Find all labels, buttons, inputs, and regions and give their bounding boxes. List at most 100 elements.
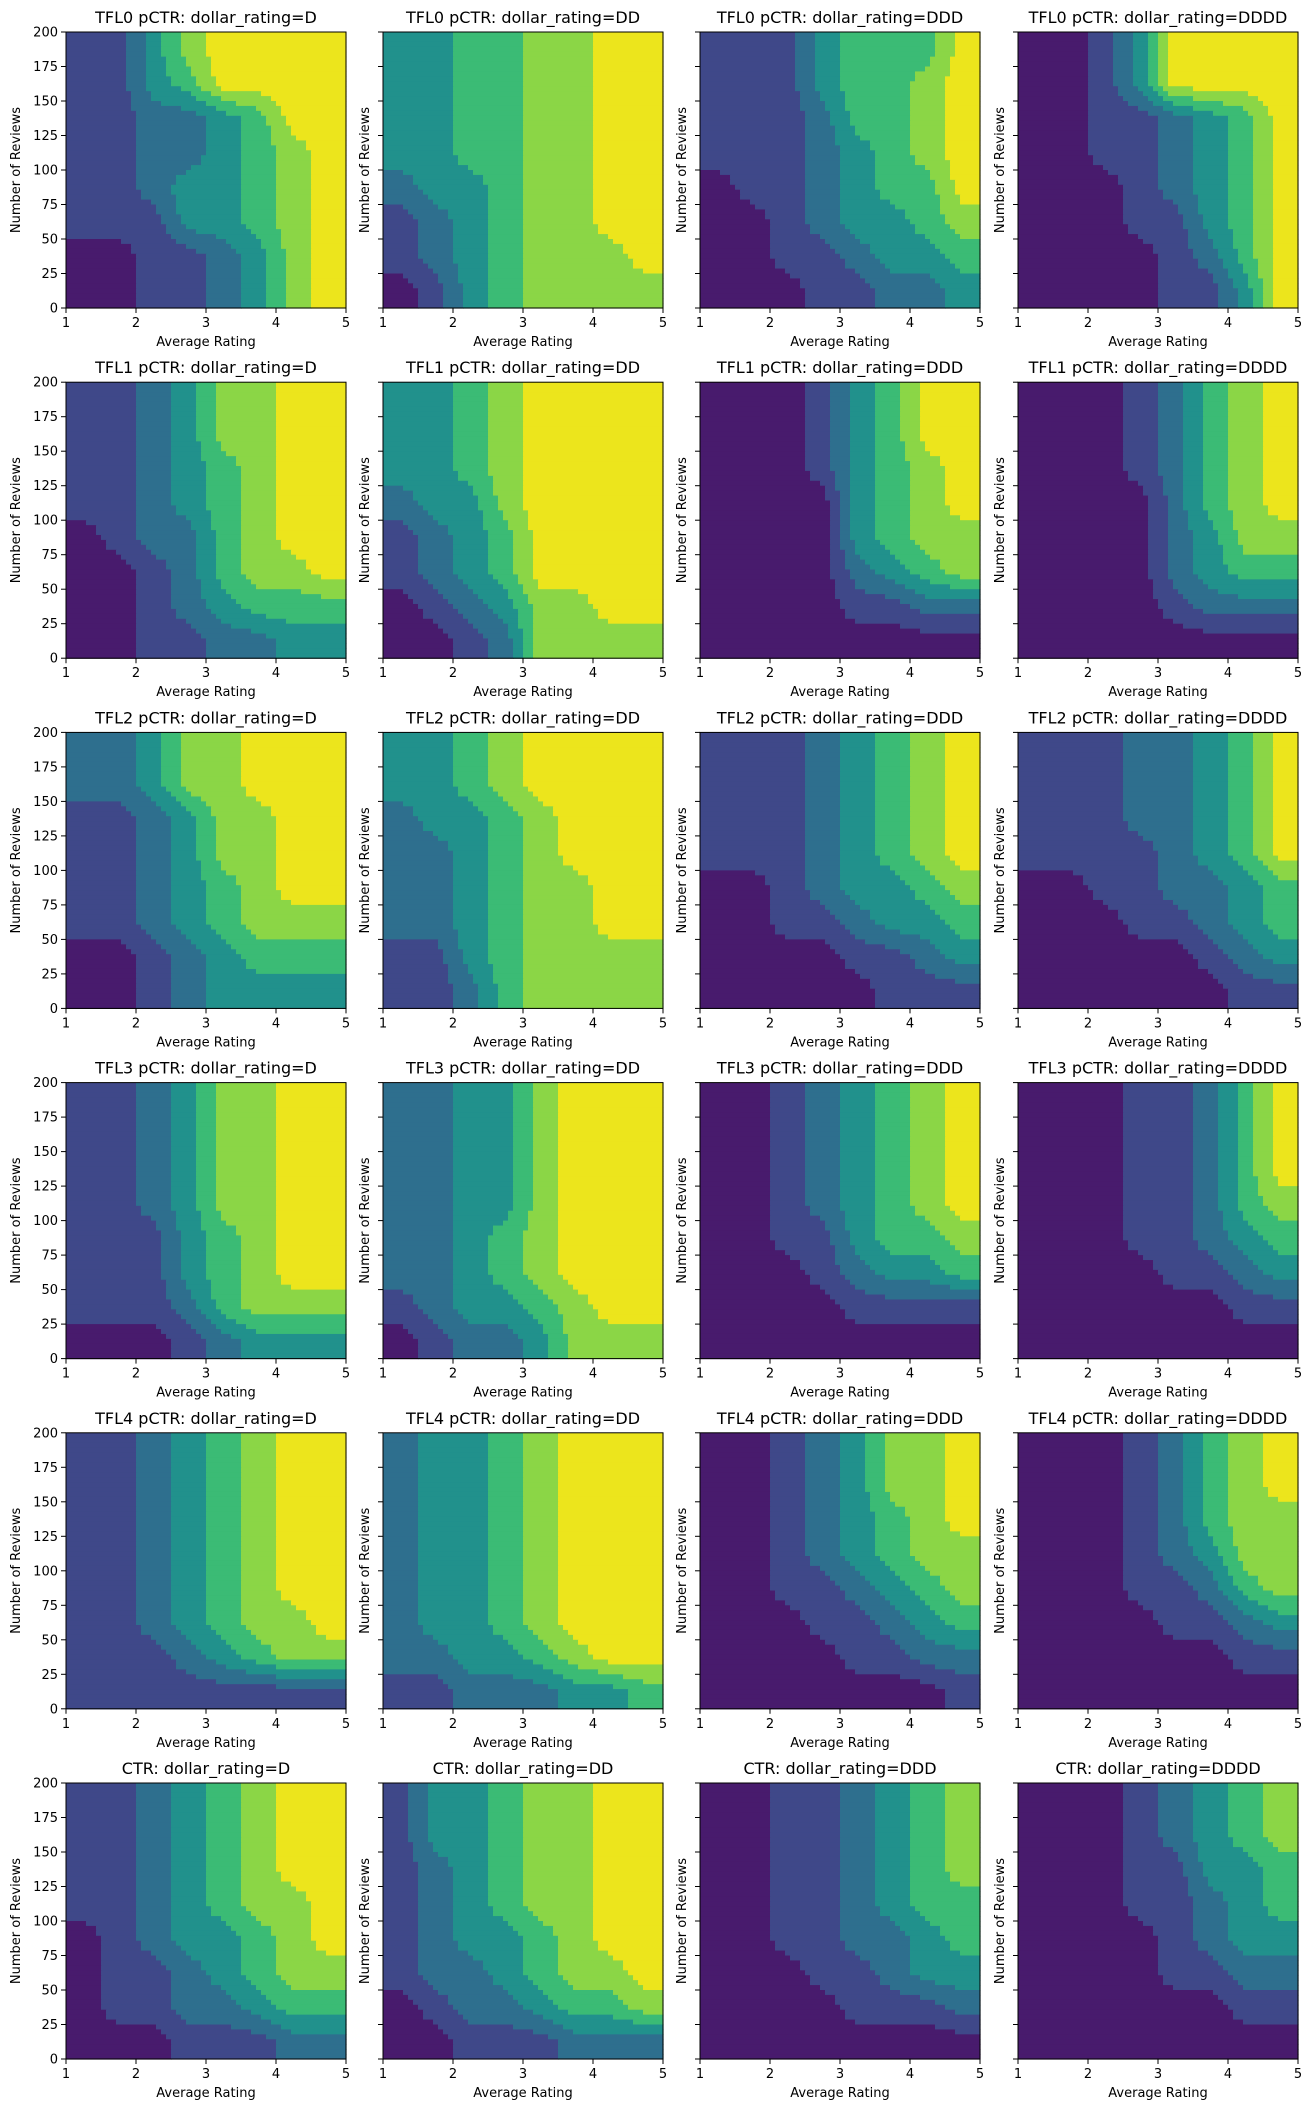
contour-cell	[276, 534, 347, 541]
contour-cell	[196, 248, 237, 255]
contour-cell	[1263, 461, 1299, 467]
contour-cell	[1228, 890, 1264, 896]
contour-cell	[221, 934, 257, 940]
contour-cell	[1128, 924, 1199, 931]
contour-cell	[1273, 120, 1299, 127]
contour-cell	[383, 781, 454, 788]
contour-cell	[1193, 801, 1229, 807]
contour-cell	[191, 91, 212, 97]
contour-cell	[523, 919, 594, 926]
contour-cell	[126, 51, 147, 58]
contour-cell	[136, 1176, 172, 1182]
contour-cell	[161, 1269, 182, 1276]
contour-cell	[523, 224, 599, 230]
contour-cell	[443, 298, 464, 304]
contour-cell	[473, 490, 494, 497]
contour-cell	[196, 1131, 217, 1138]
contour-cell	[523, 855, 564, 862]
contour-cell	[805, 840, 841, 847]
contour-cell	[1148, 569, 1169, 576]
contour-cell	[875, 441, 906, 447]
contour-cell	[1113, 81, 1134, 87]
contour-cell	[171, 1353, 207, 1360]
contour-cell	[875, 406, 901, 413]
contour-cell	[453, 771, 489, 778]
contour-cell	[1173, 199, 1199, 206]
x-tick-label: 3	[202, 666, 210, 681]
contour-cell	[700, 1210, 771, 1217]
contour-cell	[156, 1225, 177, 1232]
contour-cell	[1253, 125, 1274, 132]
contour-cell	[1203, 505, 1229, 511]
contour-cell	[835, 949, 901, 955]
y-tick-label: 175	[33, 410, 58, 425]
contour-cell	[830, 530, 841, 536]
contour-cell	[945, 806, 981, 812]
contour-cell	[211, 1289, 242, 1296]
contour-cell	[523, 150, 594, 156]
contour-cell	[418, 298, 444, 304]
contour-cell	[1088, 140, 1159, 146]
x-axis-label: Average Rating	[156, 1386, 255, 1401]
contour-cell	[241, 752, 347, 758]
contour-cell	[1253, 826, 1274, 832]
contour-cell	[1018, 914, 1119, 921]
contour-cell	[136, 1186, 172, 1192]
contour-cell	[805, 189, 841, 196]
contour-cell	[700, 520, 831, 526]
contour-cell	[1253, 224, 1274, 230]
panel-title: TFL0 pCTR: dollar_rating=D	[94, 8, 317, 28]
contour-cell	[216, 1141, 277, 1148]
contour-cell	[171, 1087, 197, 1094]
contour-cell	[700, 1122, 771, 1128]
contour-cell	[66, 816, 137, 822]
contour-cell	[915, 959, 956, 965]
contour-cell	[216, 387, 277, 393]
contour-cell	[945, 830, 981, 837]
contour-cell	[885, 574, 921, 580]
contour-cell	[383, 1343, 419, 1350]
contour-cell	[700, 382, 806, 388]
contour-cell	[700, 1220, 771, 1227]
contour-cell	[700, 865, 806, 871]
contour-cell	[855, 130, 911, 137]
contour-cell	[1258, 273, 1274, 280]
contour-cell	[568, 1353, 664, 1360]
contour-cell	[488, 1250, 524, 1256]
contour-cell	[171, 465, 207, 472]
contour-cell	[66, 401, 137, 408]
contour-cell	[935, 973, 981, 980]
contour-cell	[136, 904, 172, 911]
contour-cell	[136, 500, 172, 507]
contour-cell	[453, 461, 489, 467]
contour-cell	[905, 214, 946, 220]
contour-cell	[453, 451, 489, 457]
contour-cell	[136, 1195, 172, 1202]
contour-cell	[1193, 105, 1244, 112]
contour-cell	[1228, 125, 1254, 132]
contour-cell	[1228, 998, 1299, 1005]
contour-cell	[528, 510, 664, 516]
contour-cell	[805, 436, 831, 442]
contour-cell	[403, 485, 474, 492]
contour-cell	[945, 96, 981, 102]
contour-cell	[840, 757, 876, 763]
contour-cell	[383, 406, 454, 413]
contour-cell	[136, 525, 192, 531]
contour-cell	[1228, 490, 1264, 497]
contour-cell	[1183, 401, 1204, 408]
contour-cell	[66, 870, 137, 876]
contour-cell	[66, 421, 137, 428]
contour-cell	[66, 446, 137, 452]
contour-cell	[483, 811, 519, 817]
contour-cell	[1208, 865, 1244, 871]
contour-cell	[161, 747, 182, 753]
contour-cell	[216, 1112, 277, 1118]
y-tick-label: 175	[33, 1111, 58, 1126]
contour-cell	[805, 806, 841, 812]
contour-cell	[276, 1141, 347, 1148]
contour-cell	[1263, 431, 1299, 438]
contour-cell	[1153, 589, 1179, 595]
contour-cell	[925, 165, 951, 171]
contour-cell	[805, 1082, 841, 1089]
